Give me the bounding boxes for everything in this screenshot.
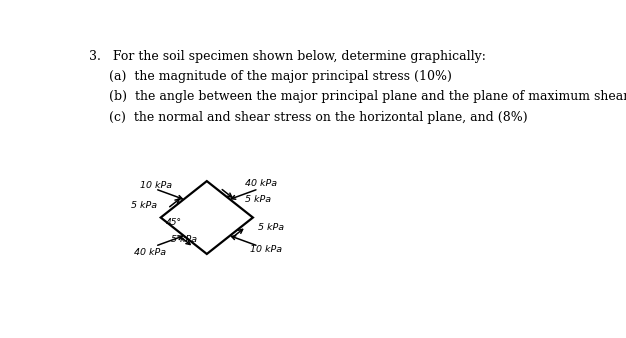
Text: 3.   For the soil specimen shown below, determine graphically:: 3. For the soil specimen shown below, de… xyxy=(89,50,486,63)
Text: 5 kPa: 5 kPa xyxy=(245,195,271,204)
Text: (c)  the normal and shear stress on the horizontal plane, and (8%): (c) the normal and shear stress on the h… xyxy=(89,111,528,124)
Text: 5 kPa: 5 kPa xyxy=(171,235,197,244)
Text: (b)  the angle between the major principal plane and the plane of maximum shear : (b) the angle between the major principa… xyxy=(89,90,626,103)
Text: 40 kPa: 40 kPa xyxy=(135,248,167,257)
Text: 5 kPa: 5 kPa xyxy=(131,201,158,210)
Text: 10 kPa: 10 kPa xyxy=(250,245,282,255)
Text: 40 kPa: 40 kPa xyxy=(245,179,277,188)
Text: (a)  the magnitude of the major principal stress (10%): (a) the magnitude of the major principal… xyxy=(89,70,452,83)
Text: 45°: 45° xyxy=(167,218,182,227)
Text: 5 kPa: 5 kPa xyxy=(257,223,284,232)
Text: 10 kPa: 10 kPa xyxy=(140,181,173,190)
